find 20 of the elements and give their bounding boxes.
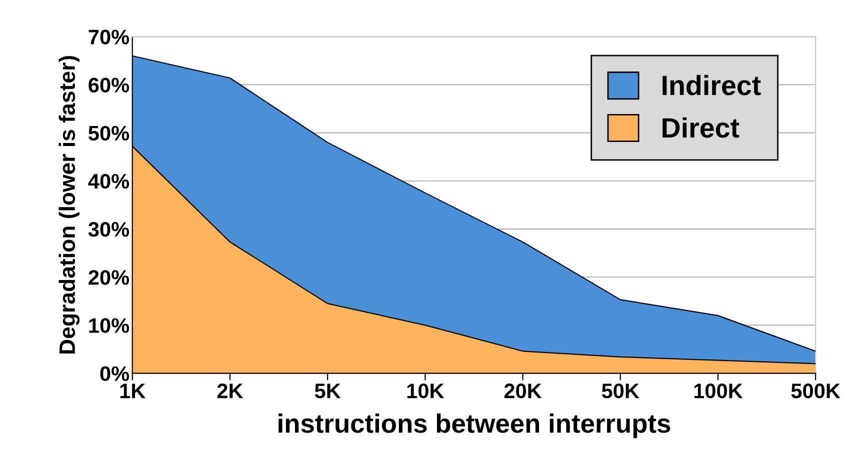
x-tick-label: 1K: [120, 384, 146, 398]
y-tick-label: 70%: [88, 30, 130, 44]
x-tick-label: 2K: [217, 384, 244, 398]
y-tick-label: 50%: [88, 126, 130, 141]
x-tick-label: 5K: [314, 384, 341, 398]
y-tick-label: 60%: [88, 78, 130, 92]
y-tick-label: 10%: [89, 318, 130, 333]
y-tick-label: 20%: [88, 270, 130, 285]
x-axis-title: instructions between interrupts: [278, 414, 670, 438]
legend-label: Indirect: [662, 74, 761, 96]
x-tick-label: 100K: [694, 384, 743, 398]
x-tick-label: 500K: [791, 384, 840, 398]
x-tick-label: 50K: [602, 384, 640, 398]
y-tick-label: 0%: [100, 366, 130, 382]
y-tick-label: 40%: [88, 174, 130, 189]
y-axis-title: Degradation (lower is faster): [58, 56, 80, 354]
legend-label: Direct: [662, 117, 740, 138]
x-tick-label: 10K: [407, 384, 444, 398]
y-tick-label: 30%: [88, 222, 130, 237]
x-tick-label: 20K: [504, 384, 542, 398]
